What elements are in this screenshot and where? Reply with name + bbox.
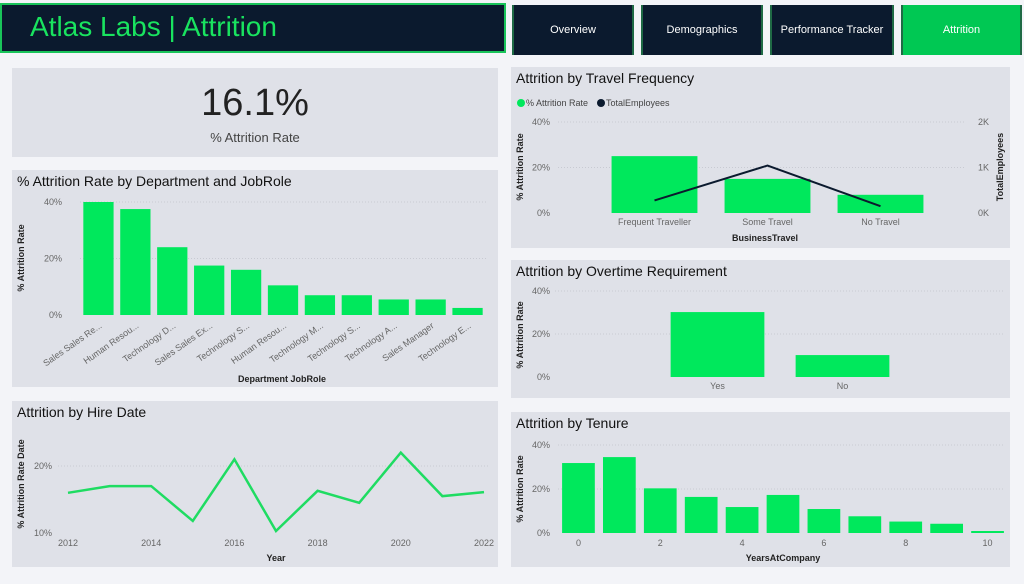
overtime-chart-title: Attrition by Overtime Requirement [516, 263, 727, 279]
header-bar: Atlas Labs | Attrition Overview Demograp… [0, 0, 1024, 57]
hire-chart-panel: Attrition by Hire Date [12, 401, 498, 567]
kpi-value: 16.1% [201, 82, 309, 124]
tab-demographics[interactable]: Demographics [641, 5, 763, 55]
tab-overview[interactable]: Overview [512, 5, 634, 55]
overtime-chart-panel: Attrition by Overtime Requirement [511, 260, 1010, 398]
travel-chart-title: Attrition by Travel Frequency [516, 70, 695, 86]
dept-chart-title: % Attrition Rate by Department and JobRo… [17, 173, 292, 189]
kpi-card: 16.1% % Attrition Rate [12, 68, 498, 157]
kpi-label: % Attrition Rate [210, 130, 300, 145]
report-title-box: Atlas Labs | Attrition [0, 3, 506, 53]
tab-performance-tracker[interactable]: Performance Tracker [770, 5, 894, 55]
travel-chart-panel: Attrition by Travel Frequency [511, 67, 1010, 248]
tab-attrition[interactable]: Attrition [901, 5, 1022, 55]
dept-chart-panel: % Attrition Rate by Department and JobRo… [12, 170, 498, 387]
tenure-chart-panel: Attrition by Tenure [511, 412, 1010, 567]
hire-chart-title: Attrition by Hire Date [17, 404, 147, 420]
tenure-chart-title: Attrition by Tenure [516, 415, 629, 431]
report-title: Atlas Labs | Attrition [30, 11, 277, 42]
